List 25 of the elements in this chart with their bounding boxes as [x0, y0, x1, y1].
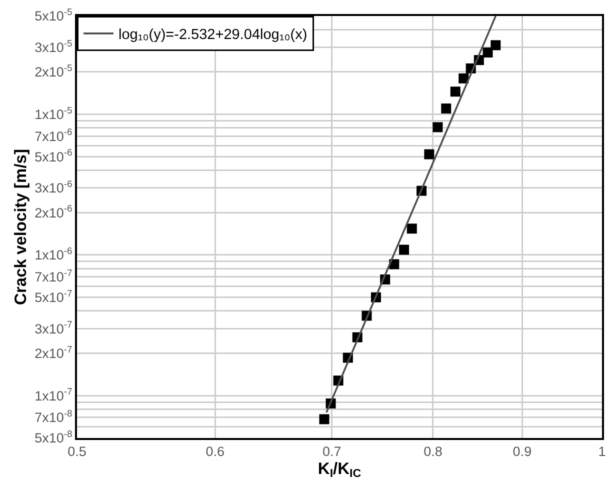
y-tick-label: 2x10$^{-7}$ — [34, 344, 72, 362]
y-tick-label: 3x10$^{-6}$ — [34, 178, 72, 196]
x-tick-label: 0.6 — [206, 444, 224, 460]
y-tick-label: 3x10$^{-7}$ — [34, 320, 72, 336]
x-tick-label: 0.5 — [68, 444, 86, 460]
x-tick-label: 0.7 — [322, 444, 342, 460]
y-tick-label: 5x10$^{-7}$ — [34, 288, 72, 306]
y-tick-label: 2x10$^{-5}$ — [34, 63, 72, 80]
y-tick-label: 3x10$^{-5}$ — [34, 38, 72, 55]
y-tick-label: 7x10$^{-6}$ — [34, 127, 72, 144]
y-tick-label: 7x10$^{-8}$ — [34, 408, 72, 426]
y-tick-label: 2x10$^{-6}$ — [34, 204, 72, 220]
y-tick-label: 5x10$^{-6}$ — [34, 148, 72, 164]
y-tick-label: 5x10$^{-5}$ — [34, 7, 72, 24]
y-tick-label: 5x10$^{-8}$ — [34, 429, 72, 446]
y-tick-label: 1x10$^{-7}$ — [34, 386, 72, 404]
y-tick-label: 1x10$^{-6}$ — [34, 246, 72, 263]
y-tick-label: 7x10$^{-7}$ — [34, 268, 72, 285]
x-tick-label: 0.8 — [424, 444, 442, 460]
x-axis-title: K$_{I}$/K$_{IC}$ — [318, 460, 362, 480]
y-tick-label: 1x10$^{-5}$ — [34, 105, 72, 122]
legend-label: log₁₀(y)=-2.532+29.04log₁₀(x) — [118, 27, 308, 44]
y-axis-title: Crack velocity [m/s] — [12, 149, 30, 305]
x-tick-label: 0.9 — [512, 444, 532, 460]
x-tick-label: 1 — [598, 444, 606, 460]
